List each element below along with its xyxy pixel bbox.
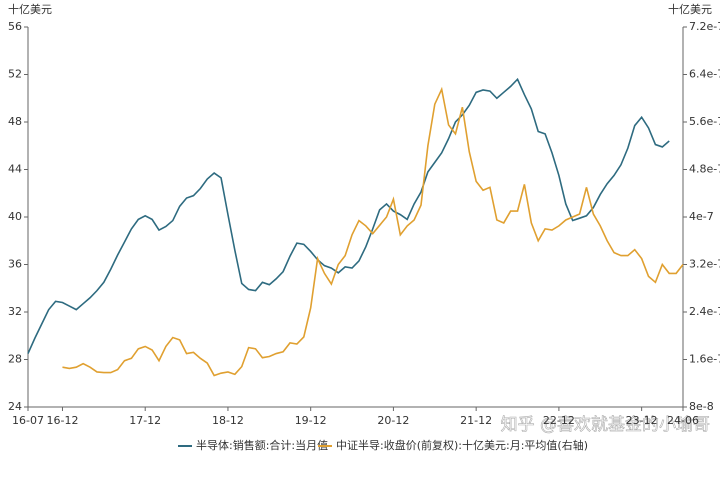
y2-tick-label: 4.8e-7 (689, 163, 720, 176)
y2-tick-label: 7.2e-7 (689, 20, 720, 33)
y-tick-label: 36 (8, 258, 22, 271)
y-unit: 十亿美元 (8, 2, 52, 16)
x-tick-label: 23-12 (626, 414, 658, 427)
x-tick-label: 16-12 (46, 414, 78, 427)
y2-tick-label: 3.2e-7 (689, 258, 720, 271)
y-tick-label: 48 (8, 115, 22, 128)
y-tick-label: 28 (8, 353, 22, 366)
y2-tick-label: 6.4e-7 (689, 68, 720, 81)
legend-label: 半导体:销售额:合计:当月值 (196, 438, 328, 452)
x-tick-label: 22-12 (543, 414, 575, 427)
x-tick-label: 19-12 (295, 414, 327, 427)
y2-unit: 十亿美元 (668, 2, 712, 16)
series-line (27, 77, 670, 354)
y2-tick-label: 1.6e-7 (689, 353, 720, 366)
y2-tick-label: 8e-8 (689, 400, 714, 413)
y2-tick-label: 5.6e-7 (689, 115, 720, 128)
y-tick-label: 56 (8, 20, 22, 33)
x-tick-label: 18-12 (212, 414, 244, 427)
y-tick-label: 24 (8, 400, 22, 413)
y-tick-label: 44 (8, 163, 22, 176)
legend-label: 中证半导:收盘价(前复权):十亿美元:月:平均值(右轴) (336, 438, 588, 452)
x-tick-label: 17-12 (129, 414, 161, 427)
y-tick-label: 32 (8, 305, 22, 318)
y2-tick-label: 4e-7 (689, 210, 714, 223)
y-tick-label: 40 (8, 210, 22, 223)
x-tick-label: 24-06 (667, 414, 699, 427)
x-tick-label: 21-12 (460, 414, 492, 427)
x-tick-label: 16-07 (12, 414, 44, 427)
x-tick-label: 20-12 (377, 414, 409, 427)
watermark: 知乎 @喜欢就基金的小瑜哥 (501, 415, 710, 435)
series-line (62, 86, 684, 377)
y2-tick-label: 2.4e-7 (689, 305, 720, 318)
y-tick-label: 52 (8, 68, 22, 81)
